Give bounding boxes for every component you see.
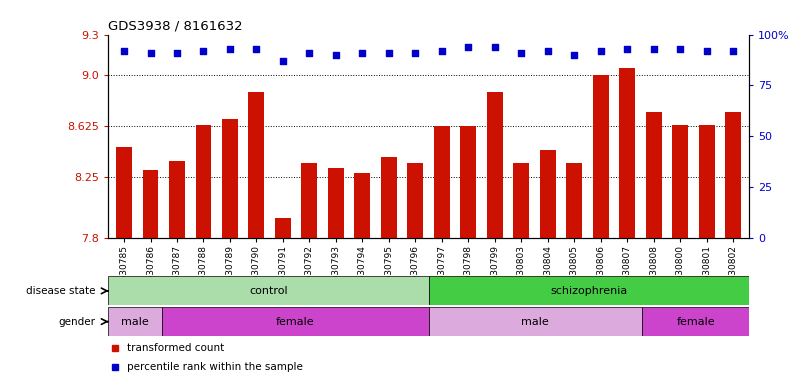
Bar [429, 276, 749, 305]
Point [489, 44, 501, 50]
Bar [108, 276, 429, 305]
Bar [487, 91, 503, 238]
Text: female: female [676, 316, 714, 327]
Point [568, 52, 581, 58]
Bar [162, 307, 429, 336]
Point [382, 50, 395, 56]
Bar [248, 91, 264, 238]
Text: schizophrenia: schizophrenia [550, 286, 627, 296]
Text: transformed count: transformed count [127, 343, 224, 353]
Bar [725, 112, 741, 238]
Point [674, 46, 686, 52]
Bar [429, 307, 642, 336]
Bar [513, 164, 529, 238]
Bar [434, 126, 449, 238]
Point [223, 46, 236, 52]
Point [647, 46, 660, 52]
Bar [108, 307, 162, 336]
Point [462, 44, 475, 50]
Bar [672, 126, 688, 238]
Bar [408, 164, 423, 238]
Bar [328, 167, 344, 238]
Bar [116, 147, 132, 238]
Point [197, 48, 210, 54]
Point [329, 52, 342, 58]
Point [515, 50, 528, 56]
Bar [275, 218, 291, 238]
Text: male: male [121, 316, 149, 327]
Bar [354, 173, 370, 238]
Point [409, 50, 421, 56]
Text: male: male [521, 316, 549, 327]
Point [727, 48, 739, 54]
Point [594, 48, 607, 54]
Bar [380, 157, 396, 238]
Text: GDS3938 / 8161632: GDS3938 / 8161632 [108, 19, 243, 32]
Bar [698, 126, 714, 238]
Point [541, 48, 554, 54]
Bar [301, 164, 317, 238]
Point [250, 46, 263, 52]
Point [276, 58, 289, 64]
Bar [642, 307, 749, 336]
Bar [461, 126, 477, 238]
Bar [566, 164, 582, 238]
Text: disease state: disease state [26, 286, 95, 296]
Point [171, 50, 183, 56]
Point [118, 48, 131, 54]
Point [144, 50, 157, 56]
Bar [646, 112, 662, 238]
Point [436, 48, 449, 54]
Bar [143, 170, 159, 238]
Bar [540, 150, 556, 238]
Bar [195, 126, 211, 238]
Text: percentile rank within the sample: percentile rank within the sample [127, 362, 304, 372]
Text: control: control [249, 286, 288, 296]
Bar [619, 68, 635, 238]
Point [356, 50, 368, 56]
Point [700, 48, 713, 54]
Bar [169, 161, 185, 238]
Text: gender: gender [58, 316, 95, 327]
Bar [222, 119, 238, 238]
Text: female: female [276, 316, 314, 327]
Point [621, 46, 634, 52]
Bar [593, 75, 609, 238]
Point [303, 50, 316, 56]
